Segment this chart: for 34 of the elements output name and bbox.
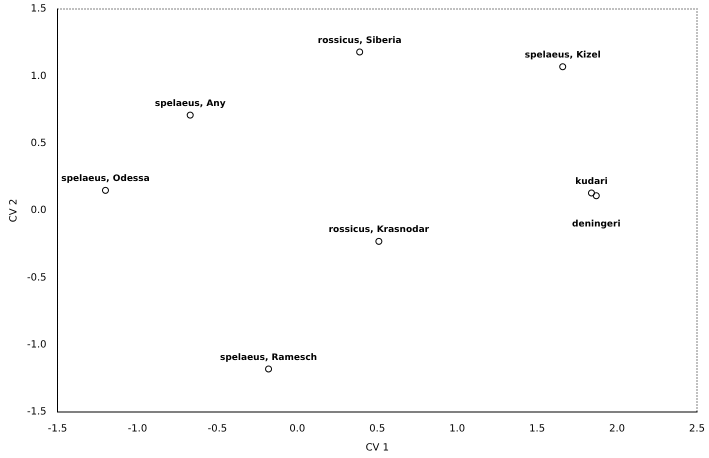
y-tick-label: -1.5 [26,406,47,418]
y-axis-title: CV 2 [8,198,20,222]
y-tick-label: 0.0 [30,205,47,216]
annotation: spelaeus, Kizel [524,50,601,61]
x-tick-label: 1.5 [529,424,546,435]
annotation: kudari [575,176,608,187]
y-tick-label: -0.5 [26,272,47,284]
point [592,192,600,200]
x-tick-label: -1.0 [128,424,148,435]
annotation: rossicus, Siberia [318,36,402,46]
x-tick-label: -1.5 [48,424,68,435]
x-axis-title: CV 1 [366,442,389,454]
x-tick-label: 1.0 [449,424,466,435]
point [102,186,109,194]
annotation: spelaeus, Odessa [61,174,150,184]
annotation: spelaeus, Ramesch [220,352,318,363]
x-tick-label: 2.5 [689,424,705,435]
point [559,63,566,70]
point [356,48,364,56]
y-tick-label: -1.0 [26,339,47,350]
point [375,238,382,245]
y-tick-label: 1.0 [30,70,47,82]
x-tick-label: 2.0 [609,424,626,435]
annotation: rossicus, Krasnodar [328,225,430,236]
annotation: deningeri [572,220,621,230]
x-tick-label: 0.0 [289,424,306,435]
y-tick-label: 0.5 [30,138,47,149]
point [265,366,272,373]
annotation: spelaeus, Any [154,98,226,109]
x-tick-label: -0.5 [208,424,228,435]
y-tick-label: 1.5 [30,4,47,15]
x-tick-label: 0.5 [369,424,386,435]
point [186,112,194,119]
point [588,190,595,197]
